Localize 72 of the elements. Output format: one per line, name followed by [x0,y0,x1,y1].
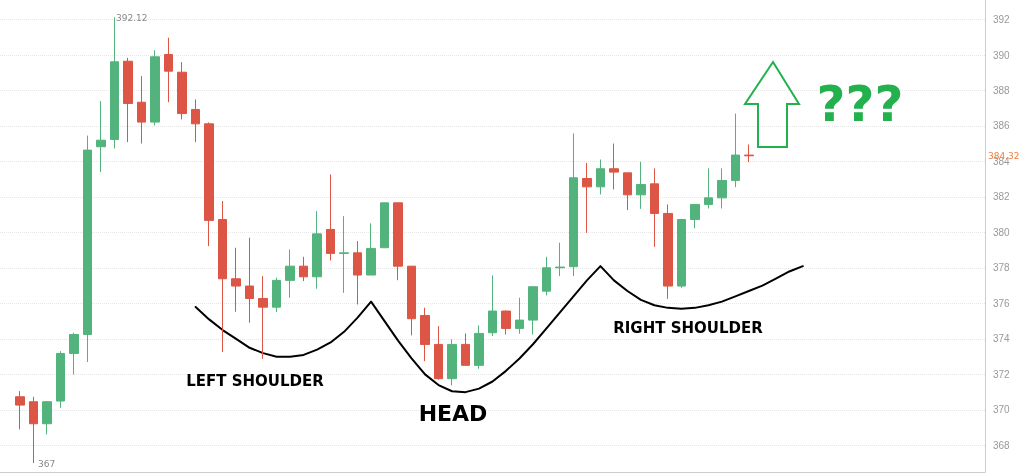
candlestick [353,240,362,305]
candlestick [731,113,740,188]
candlestick [636,161,646,210]
candlestick [744,143,754,163]
candlestick [407,265,416,336]
candlestick [245,237,254,324]
y-tick-label: 382 [993,191,1011,203]
candlestick [515,297,524,335]
candlestick [285,248,295,299]
candlestick [272,277,281,313]
candlestick [56,350,65,409]
candlestick [96,100,106,173]
candlestick [42,400,52,435]
candlestick [569,132,578,277]
annotation: ??? [816,75,904,133]
annotation: 367 [38,459,56,469]
candlestick [123,57,133,143]
candlestick [380,202,389,249]
candlestick [474,324,484,370]
candlestick [137,75,146,145]
y-tick-label: 388 [993,85,1011,96]
candlestick [15,390,25,430]
candlestick [204,121,214,247]
candlestick [704,167,713,209]
candlestick [366,222,376,276]
annotation: 392.12 [116,13,148,23]
candlestick [677,219,686,289]
candlestick [461,332,470,366]
candlestick [528,286,538,335]
candlestick [339,215,349,294]
annotation: HEAD [418,400,488,426]
candlestick [609,143,619,191]
candlestick [231,247,241,313]
candlestick [258,275,268,360]
y-tick-label: 372 [993,368,1011,380]
candlestick [623,172,632,211]
candlestick [326,173,335,261]
y-tick-label: 376 [993,297,1011,309]
y-tick-label: 368 [993,439,1011,451]
y-tick-label: 380 [993,226,1011,238]
candlestick [501,310,511,335]
y-tick-label: 390 [993,49,1011,61]
candlestick [29,396,38,464]
candlestick [488,274,497,337]
candlestick [420,307,430,362]
candlestick [717,167,727,209]
candlestick [663,203,673,300]
candlestick [555,242,565,277]
candlestick [690,203,700,229]
y-tick-label: 374 [993,333,1011,345]
candlestick [83,135,92,363]
y-tick-label: 392 [993,14,1011,26]
y-tick-label: 370 [993,404,1011,416]
candlestick [69,332,79,375]
annotation: RIGHT SHOULDER [613,319,764,337]
candlestick [650,167,659,248]
candlestick [150,49,160,126]
candlestick [447,338,457,386]
y-tick-label: 378 [993,262,1011,274]
candlestick [312,210,322,290]
candlestick [218,200,227,353]
candlestick [191,98,200,143]
candlestick [177,61,187,120]
candlestick [434,325,443,381]
candlestick [542,256,551,296]
candlestick [393,202,403,281]
y-tick-label: 386 [993,120,1011,132]
candlestick [596,159,605,195]
candlestick [582,162,592,234]
candlestick [299,256,308,282]
candlestick [164,37,173,103]
annotation: LEFT SHOULDER [186,372,325,390]
